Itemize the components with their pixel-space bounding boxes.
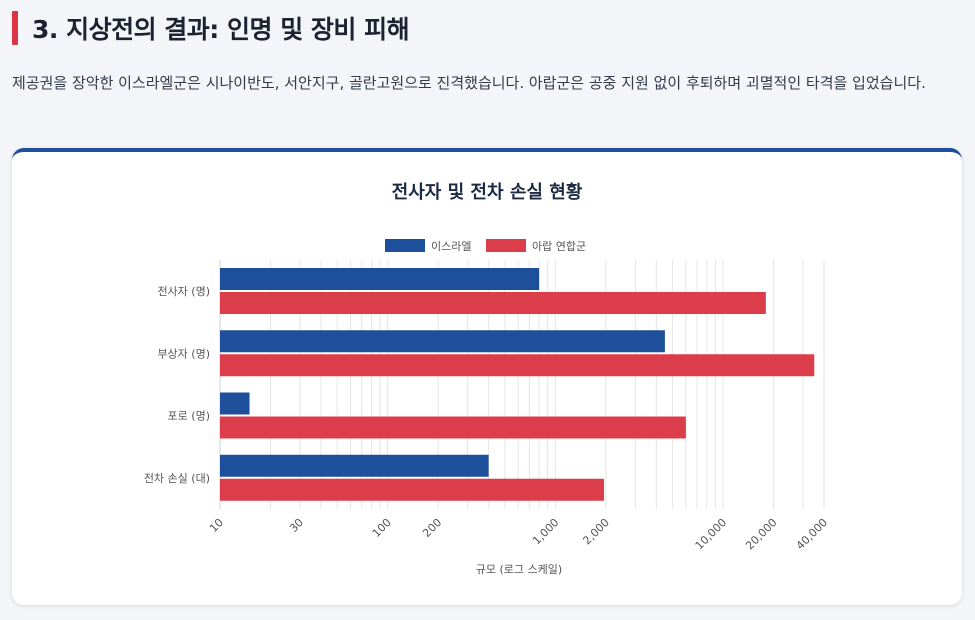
chart-title: 전사자 및 전차 손실 현황 — [392, 182, 583, 203]
section-description: 제공권을 장악한 이스라엘군은 시나이반도, 서안지구, 골란고원으로 진격했습… — [12, 74, 926, 92]
x-axis-ticks: 10 30 100 200 1,000 2,000 10,000 20,000 40,000 — [207, 516, 830, 552]
legend-label: 아랍 연합군 — [532, 240, 586, 253]
x-tick-label: 1,000 — [530, 516, 561, 547]
x-tick-label: 10 — [207, 516, 226, 535]
x-tick-label: 40,000 — [794, 516, 830, 552]
bar — [220, 330, 665, 353]
chart-card: 전사자 및 전차 손실 현황 이스라엘 아랍 연합군 전사자 (명) 부상자 (명)… — [12, 148, 962, 605]
category-label: 전차 손실 (대) — [144, 472, 210, 485]
x-tick-label: 100 — [370, 516, 394, 540]
legend-swatch — [385, 239, 425, 252]
category-label: 부상자 (명) — [157, 347, 210, 360]
chart-legend: 이스라엘 아랍 연합군 — [385, 239, 586, 253]
x-tick-label: 2,000 — [580, 516, 611, 547]
category-label: 포로 (명) — [168, 410, 210, 423]
bar — [220, 268, 540, 290]
bar — [220, 354, 815, 377]
bar — [220, 392, 250, 415]
y-axis-labels: 전사자 (명) 부상자 (명) 포로 (명) 전차 손실 (대) — [144, 285, 210, 485]
x-tick-label: 200 — [420, 516, 444, 540]
heading-accent-bar — [12, 11, 18, 45]
category-label: 전사자 (명) — [157, 285, 210, 298]
x-tick-label: 10,000 — [693, 516, 729, 552]
legend-label: 이스라엘 — [431, 240, 471, 253]
section-title: 3. 지상전의 결과: 인명 및 장비 피해 — [32, 15, 410, 44]
x-tick-label: 20,000 — [743, 516, 779, 552]
chart-bars — [220, 268, 815, 501]
section-heading: 3. 지상전의 결과: 인명 및 장비 피해 — [12, 10, 410, 46]
bar — [220, 478, 604, 501]
bar — [220, 292, 766, 314]
bar — [220, 454, 489, 477]
bar-chart: 전사자 및 전차 손실 현황 이스라엘 아랍 연합군 전사자 (명) 부상자 (명)… — [144, 182, 830, 576]
bar — [220, 416, 686, 439]
x-axis-title: 규모 (로그 스케일) — [476, 562, 562, 576]
x-tick-label: 30 — [287, 516, 306, 535]
legend-swatch — [486, 239, 526, 252]
